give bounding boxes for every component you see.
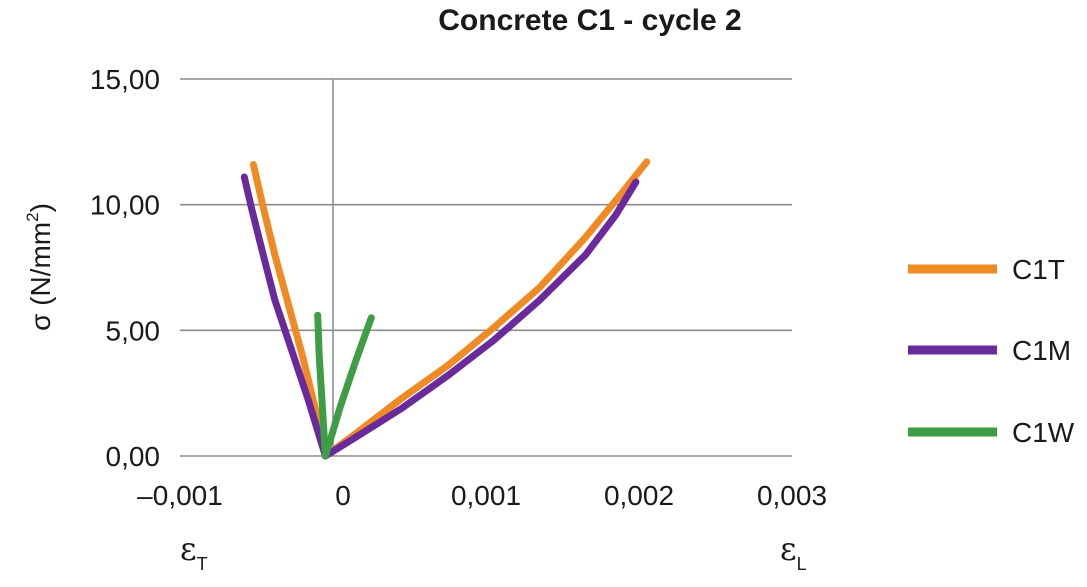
legend-label-C1T: C1T	[1012, 254, 1065, 285]
x-tick-label-4: 0,003	[757, 480, 827, 511]
x-tick-label-0: –0,001	[137, 480, 223, 511]
series-C1W-line-1	[321, 314, 375, 460]
series-C1W-line-0	[314, 311, 329, 460]
series	[240, 158, 651, 460]
grid	[180, 78, 792, 457]
legend-label-C1M: C1M	[1012, 335, 1071, 366]
series-C1T-line-1	[321, 158, 651, 460]
x-tick-label-3: 0,002	[604, 480, 674, 511]
y-axis-label: σ (N/mm2)	[23, 203, 56, 331]
legend: C1T C1M C1W	[908, 254, 1075, 448]
x-tick-label-1: 0	[335, 480, 351, 511]
series-C1M-line-1	[321, 178, 640, 460]
series-C1M-line-0	[240, 173, 329, 460]
x-axis-label-left: εT	[180, 530, 208, 574]
x-axis-label-right: εL	[780, 530, 807, 574]
chart-title: Concrete C1 - cycle 2	[438, 4, 741, 37]
y-tick-label-1: 5,00	[106, 315, 161, 346]
legend-label-C1W: C1W	[1012, 417, 1075, 448]
y-tick-label-3: 15,00	[90, 64, 160, 95]
series-C1T-line-0	[249, 161, 329, 460]
tick-labels: 0,00 5,00 10,00 15,00 –0,001 0 0,001 0,002 0,003	[90, 64, 827, 511]
y-tick-label-0: 0,00	[106, 441, 161, 472]
x-tick-label-2: 0,001	[451, 480, 521, 511]
y-tick-label-2: 10,00	[90, 190, 160, 221]
